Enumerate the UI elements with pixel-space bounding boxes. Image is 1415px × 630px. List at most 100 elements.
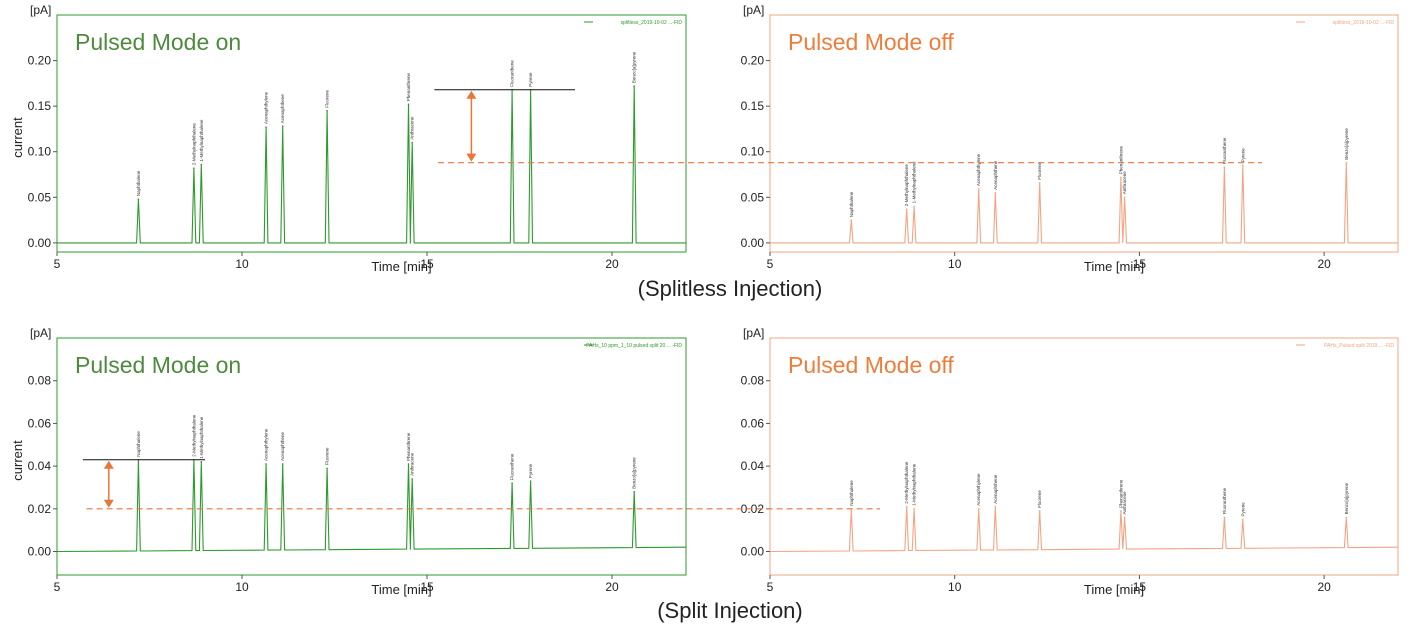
x-tick-label: 10	[235, 257, 249, 271]
y-tick-label: 0.00	[28, 236, 52, 250]
chart-title: Pulsed Mode off	[788, 29, 954, 55]
y-axis-label: current	[10, 117, 25, 158]
chart-title: Pulsed Mode off	[788, 352, 954, 378]
peak-label: Naphthalene	[136, 431, 141, 457]
peak-point	[411, 141, 414, 144]
y-tick-label: 0.15	[741, 99, 765, 113]
peak-point	[265, 126, 267, 128]
x-tick-label: 20	[605, 257, 619, 271]
legend-label: splitless_2019-10-02 ...-FID	[1333, 20, 1395, 26]
peak-point	[994, 505, 997, 508]
peak-label: Phenanthrene	[1118, 146, 1123, 175]
peak-label: Fluoranthene	[1222, 137, 1227, 164]
legend-label: splitless_2019-10-02 ...-FID	[621, 20, 683, 26]
chart-title: Pulsed Mode on	[75, 352, 241, 378]
x-tick-label: 20	[1317, 580, 1331, 594]
series-trace	[57, 86, 686, 244]
peak-label: Benzo[a]pyrene	[632, 457, 637, 489]
peak-label: Fluoranthene	[510, 60, 515, 87]
x-tick-label: 15	[420, 257, 434, 271]
y-tick-label: 0.04	[28, 459, 52, 473]
peak-point	[407, 463, 410, 465]
y-tick-label: 0.05	[28, 190, 52, 204]
y-tick-label: 0.10	[28, 145, 52, 159]
peak-label: Fluorene	[325, 447, 330, 465]
y-tick-label: 0.02	[28, 502, 52, 516]
peak-point	[905, 505, 908, 508]
x-tick-label: 15	[1133, 580, 1147, 594]
peak-label: 2-Methylnaphthalene	[191, 414, 196, 457]
y-tick-label: 0.05	[741, 190, 765, 204]
legend-label: PAHs_Pulsed split 2019 ... -FID	[1324, 343, 1394, 349]
arrow-head-up	[103, 460, 114, 469]
peak-label: Acenaphthene	[993, 160, 998, 190]
peak-point	[326, 467, 328, 470]
y-axis-label: current	[10, 440, 25, 481]
x-tick-label: 20	[1317, 257, 1331, 271]
peak-point	[633, 85, 635, 87]
peak-point	[1242, 164, 1244, 167]
peak-label: 2-Methylnaphthalene	[904, 461, 909, 504]
peak-point	[1038, 181, 1041, 184]
peak-label: Benzo[a]pyrene	[1344, 128, 1349, 160]
annotation-top	[434, 89, 1262, 164]
peak-label: Naphthalene	[136, 170, 141, 196]
peak-label: Acenaphthene	[280, 431, 285, 461]
peak-label: Acenaphthylene	[976, 473, 981, 506]
peak-label: Acenaphthene	[280, 94, 285, 124]
peak-label: 1-Methylnaphthalene	[912, 161, 917, 204]
peak-label: Anthracene	[410, 452, 415, 476]
x-axis-label: Time [min]	[1084, 582, 1144, 597]
peak-point	[1242, 518, 1244, 521]
peak-label: Phenanthrene	[406, 73, 411, 102]
series-trace	[56, 459, 687, 553]
x-tick-label: 5	[767, 257, 774, 271]
peak-point	[905, 208, 908, 210]
chart-panel-bottom-left: 0.00 0.02 0.04 0.06 0.08 [pA] current 5 10 15 20 Ti…	[10, 326, 687, 597]
peak-label: Fluoranthene	[510, 453, 515, 480]
peak-point	[913, 205, 915, 208]
arrow-head-down	[466, 153, 477, 162]
peak-label: Acenaphthylene	[264, 91, 269, 124]
x-tick-label: 10	[948, 580, 962, 594]
y-unit-label: [pA]	[30, 3, 51, 17]
peak-point	[265, 463, 267, 465]
peak-point	[326, 109, 328, 112]
peak-point	[193, 167, 195, 169]
peak-label: Acenaphthylene	[976, 153, 981, 186]
peak-point	[1123, 196, 1126, 199]
peak-point	[511, 482, 513, 484]
x-tick-label: 15	[1133, 257, 1147, 271]
y-unit-label: [pA]	[30, 326, 51, 340]
peak-point	[850, 219, 853, 221]
peak-label: Fluorene	[325, 89, 330, 107]
y-tick-label: 0.10	[741, 145, 765, 159]
peak-point	[407, 103, 410, 106]
peak-label: Acenaphthylene	[264, 428, 269, 461]
peak-label: Phenanthrene	[1118, 479, 1123, 508]
y-tick-label: 0.06	[28, 416, 52, 430]
legend-label: PAHs_10 ppm_1_10 pulsed split 20 ... -FI…	[586, 343, 682, 349]
chart-panel-top-left: 0.00 0.05 0.10 0.15 0.20 [pA] current 5 10 15 20 Ti…	[10, 3, 687, 274]
plot-frame	[769, 337, 1399, 576]
peak-label: 1-Methylnaphthalene	[199, 119, 204, 162]
peak-label: 2-Methylnaphthalene	[191, 123, 196, 166]
y-tick-label: 0.00	[741, 545, 765, 559]
peak-label: Anthracene	[1122, 171, 1127, 195]
peak-point	[1345, 161, 1348, 164]
peak-label: Acenaphthene	[993, 474, 998, 504]
x-tick-label: 5	[54, 257, 61, 271]
peak-label: 1-Methylnaphthalene	[912, 463, 917, 506]
peak-label: 1-Methylnaphthalene	[199, 416, 204, 459]
peak-label: Naphthalene	[849, 480, 854, 506]
peak-label: Pyrene	[1240, 148, 1245, 163]
peak-point	[1223, 516, 1226, 519]
series-trace	[769, 506, 1399, 553]
y-tick-label: 0.06	[741, 416, 765, 430]
y-tick-label: 0.00	[28, 545, 52, 559]
peak-point	[200, 461, 203, 463]
peak-point	[1345, 516, 1348, 519]
peak-label: 2-Methylnaphthalene	[904, 164, 909, 207]
